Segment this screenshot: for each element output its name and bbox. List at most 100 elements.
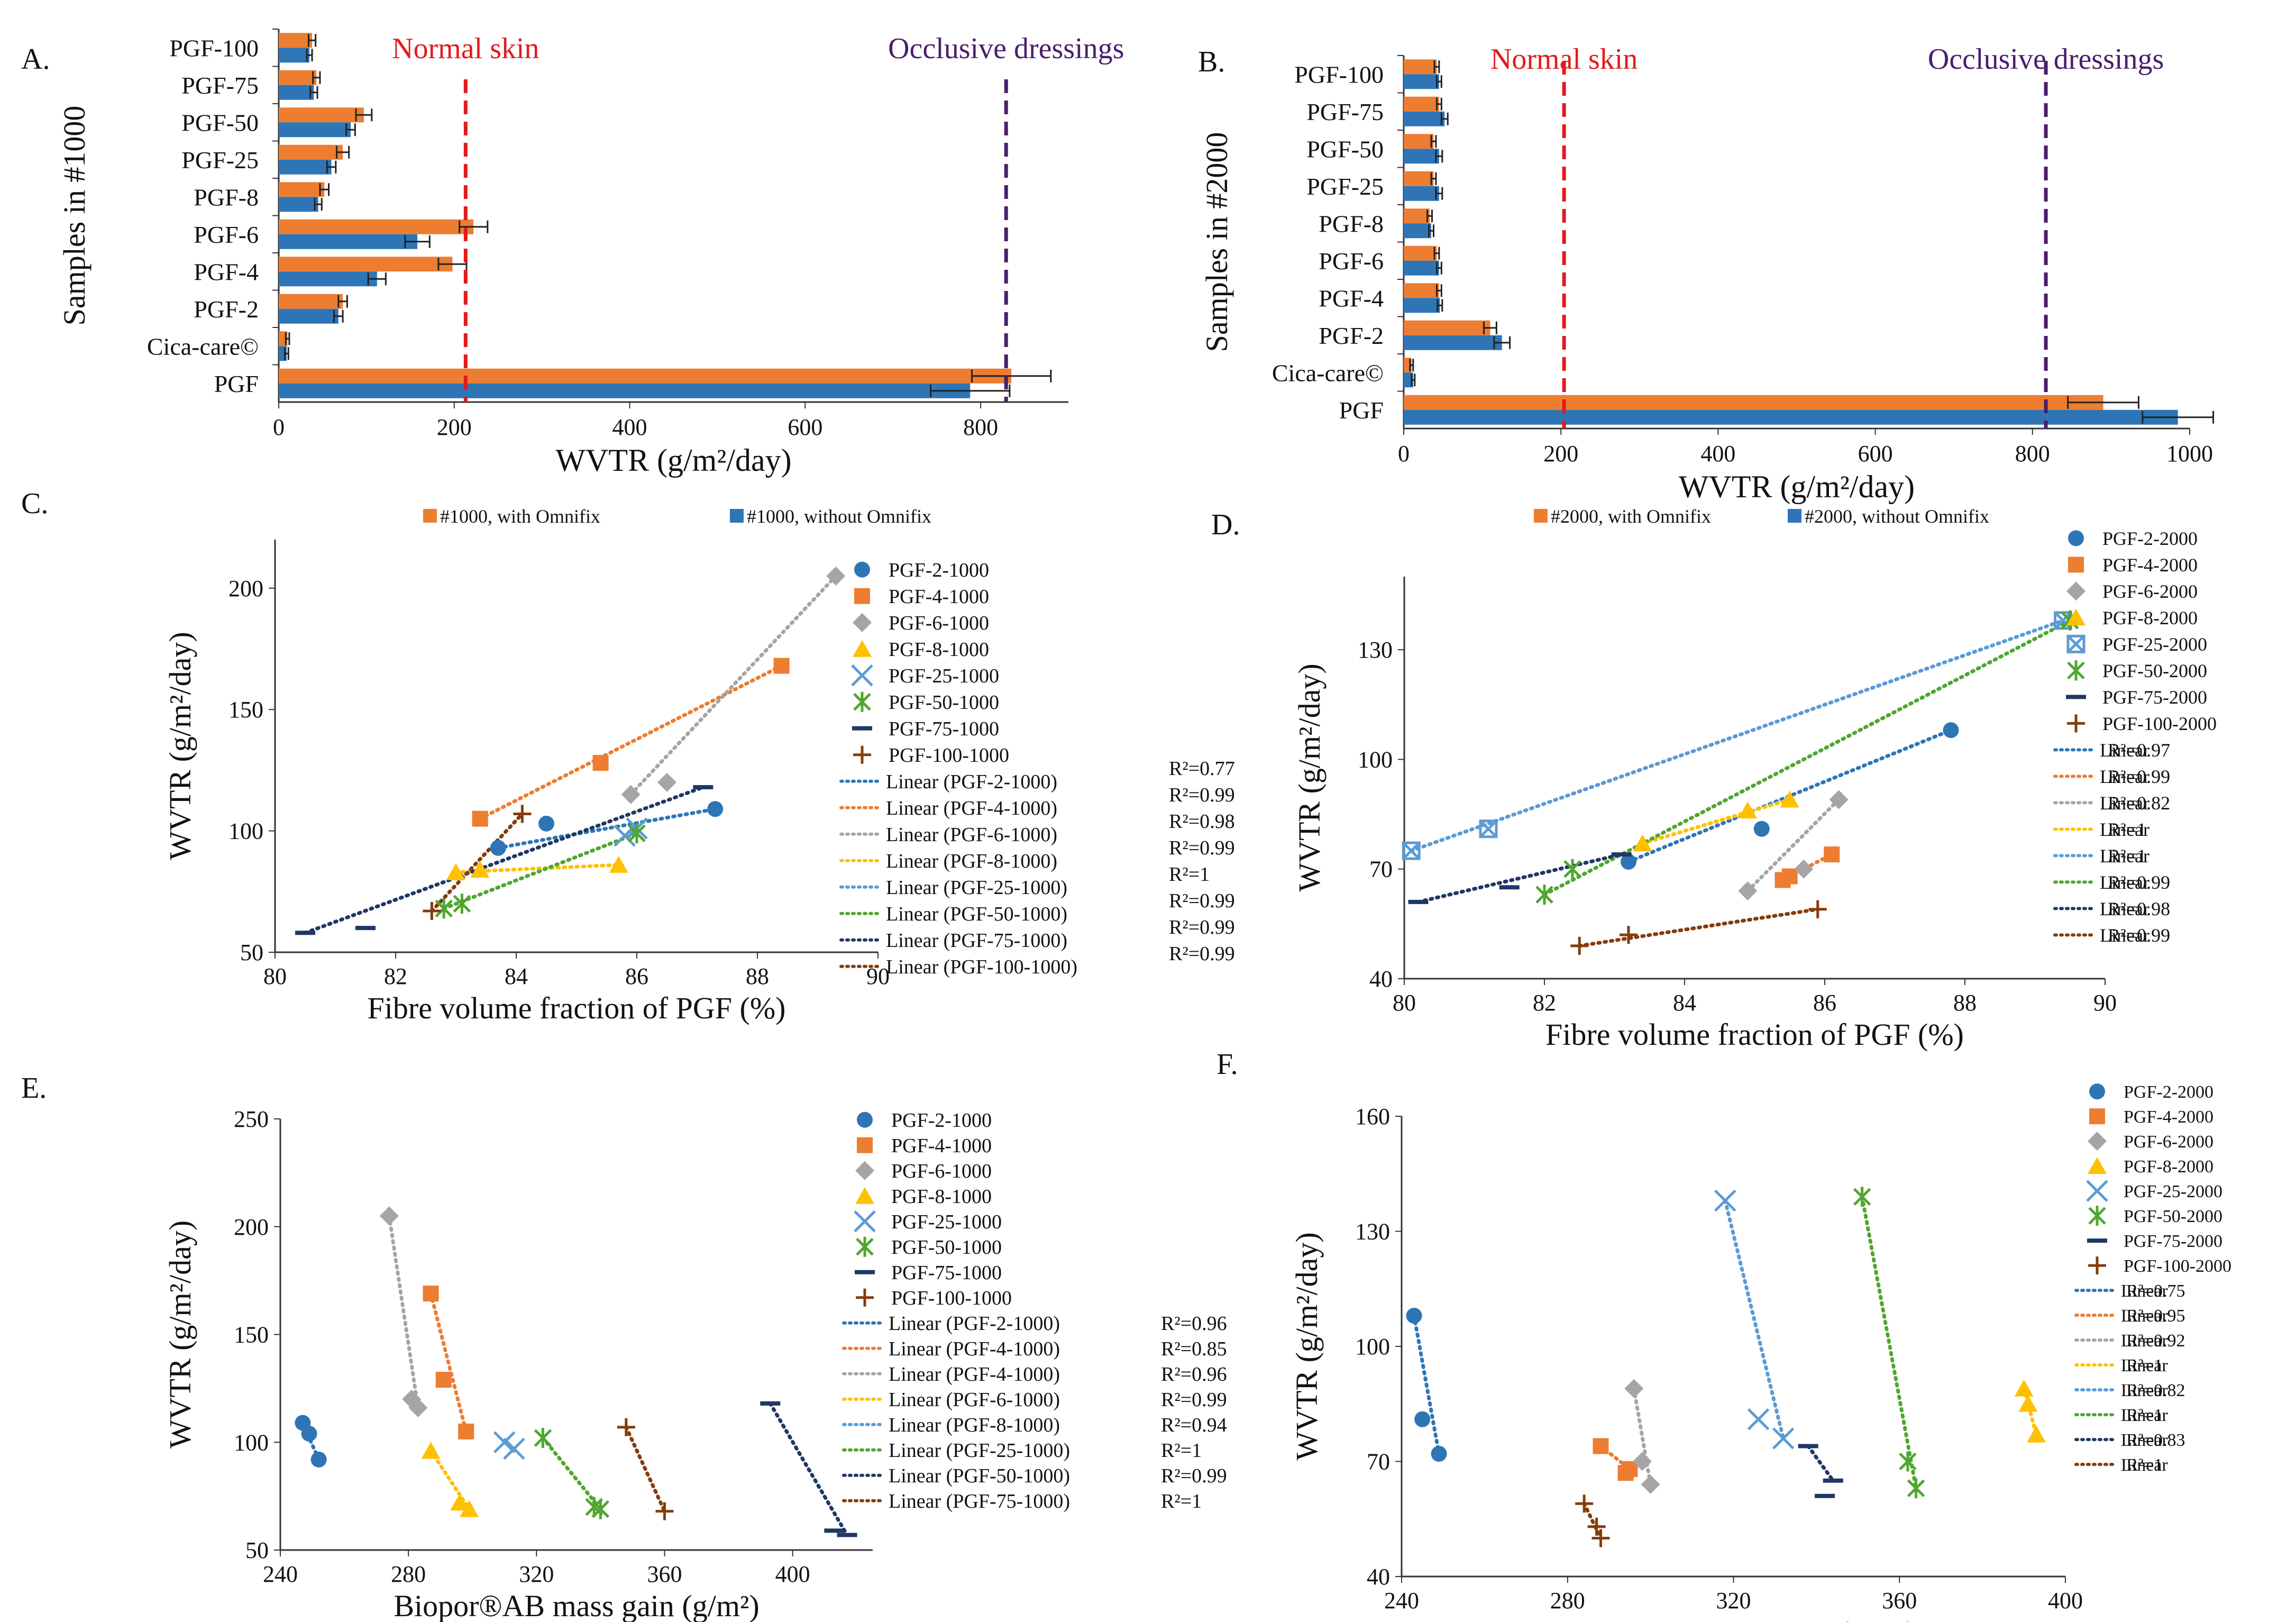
y-tick-label: 150 bbox=[228, 697, 263, 723]
x-tick-label: 82 bbox=[384, 963, 407, 989]
legend-trendline-label: Linear bbox=[2100, 898, 2149, 919]
legend-trendline-label: Linear (PGF-25-1000) bbox=[889, 1439, 1070, 1462]
error-bar bbox=[1483, 321, 1497, 334]
y-tick-label: 130 bbox=[1355, 1219, 1390, 1245]
legend-trendline-r2: R²=0.99 bbox=[1161, 1389, 1227, 1411]
x-tick-label: 800 bbox=[2015, 441, 2050, 467]
y-axis-title: WVTR (g/m²/day) bbox=[163, 1220, 197, 1448]
y-tick-label: 40 bbox=[1367, 1564, 1390, 1590]
legend-swatch-2000-without-omnifix bbox=[1788, 509, 1801, 523]
point-pgf-100-1000 bbox=[655, 1502, 674, 1520]
y-tick-label: 200 bbox=[228, 576, 263, 602]
point-pgf-2-2000 bbox=[1753, 821, 1770, 837]
bar-2000-without-omnifix bbox=[1404, 111, 1445, 126]
y-axis-title: WVTR (g/m²/day) bbox=[1289, 1232, 1324, 1460]
legend-label-pgf-50-1000: PGF-50-1000 bbox=[891, 1236, 1002, 1259]
point-pgf-75-2000 bbox=[1611, 852, 1632, 857]
y-axis-title: Samples in #2000 bbox=[1200, 132, 1234, 352]
trendline-pgf-4-1000 bbox=[478, 664, 784, 821]
legend-label-pgf-4-1000: PGF-4-1000 bbox=[891, 1135, 992, 1157]
legend-trendline-label: Linear bbox=[2100, 766, 2149, 787]
y-tick-label: 50 bbox=[240, 940, 263, 965]
legend-label-pgf-75-2000: PGF-75-2000 bbox=[2102, 687, 2207, 708]
panel-e: E. 240 280 320 360 400 50 100 150 200 250 Biopor®AB… bbox=[21, 1072, 1227, 1622]
y-tick-label: 100 bbox=[1355, 1334, 1390, 1360]
category-label: PGF-25 bbox=[1306, 173, 1384, 200]
point-pgf-50-1000 bbox=[534, 1428, 552, 1448]
point-pgf-8-2000 bbox=[2014, 1379, 2034, 1397]
legend-marker-pgf-2-1000 bbox=[857, 1111, 873, 1128]
point-pgf-75-1000 bbox=[295, 931, 315, 935]
legend-label-pgf-4-2000: PGF-4-2000 bbox=[2124, 1107, 2213, 1127]
point-pgf-6-1000 bbox=[621, 785, 641, 804]
point-pgf-8-1000 bbox=[470, 861, 490, 878]
point-pgf-75-2000 bbox=[1823, 1478, 1843, 1483]
bar-1000-without-omnifix bbox=[279, 234, 418, 249]
legend-marker-pgf-75-2000 bbox=[2087, 1238, 2107, 1243]
y-tick-label: 100 bbox=[1358, 746, 1393, 772]
x-tick-label: 400 bbox=[2048, 1588, 2083, 1614]
legend-trendline-r2: R²=0.99 bbox=[2108, 766, 2170, 787]
legend-marker-pgf-100-2000 bbox=[2088, 1256, 2106, 1275]
legend-marker-pgf-25-1000 bbox=[851, 664, 873, 687]
bar-2000-without-omnifix bbox=[1404, 298, 1440, 313]
trendline-pgf-2-1000 bbox=[496, 807, 717, 850]
y-tick-label: 100 bbox=[234, 1429, 269, 1455]
trendline-pgf-6-1000 bbox=[387, 1214, 420, 1410]
category-label: PGF-100 bbox=[1294, 61, 1384, 88]
legend-marker-pgf-8-2000 bbox=[2066, 608, 2085, 626]
point-pgf-8-1000 bbox=[421, 1442, 441, 1459]
y-tick-label: 50 bbox=[245, 1537, 269, 1563]
point-pgf-2-2000 bbox=[1406, 1308, 1422, 1324]
x-tick-label: 600 bbox=[788, 414, 822, 440]
legend-marker-pgf-25-2000 bbox=[2066, 634, 2085, 653]
point-pgf-8-2000 bbox=[1738, 801, 1758, 819]
legend-trendline-label: Linear bbox=[2100, 872, 2149, 893]
reference-label-normal-skin: Normal skin bbox=[1490, 43, 1638, 76]
legend-label-pgf-100-2000: PGF-100-2000 bbox=[2124, 1256, 2231, 1276]
bar-2000-without-omnifix bbox=[1404, 149, 1439, 164]
bar-2000-without-omnifix bbox=[1404, 74, 1439, 89]
legend-trendline-label: Linear bbox=[2121, 1406, 2168, 1425]
trendline-pgf-75-2000 bbox=[1806, 1444, 1835, 1483]
error-bar bbox=[307, 34, 317, 47]
point-pgf-8-1000 bbox=[609, 855, 628, 873]
point-pgf-8-2000 bbox=[1633, 834, 1652, 852]
legend-trendline-r2: R²=1 bbox=[2126, 1356, 2163, 1375]
legend-marker-pgf-6-2000 bbox=[2088, 1132, 2107, 1151]
legend-marker-pgf-2-1000 bbox=[854, 561, 870, 578]
legend-label-pgf-75-2000: PGF-75-2000 bbox=[2124, 1232, 2222, 1251]
legend-label-pgf-100-2000: PGF-100-2000 bbox=[2102, 713, 2217, 734]
x-axis-title: Fibre volume fraction of PGF (%) bbox=[368, 991, 786, 1025]
legend-marker-pgf-8-1000 bbox=[855, 1187, 874, 1204]
y-tick-label: 40 bbox=[1369, 966, 1393, 992]
error-bar bbox=[1435, 97, 1442, 111]
trendline-pgf-8-2000 bbox=[1641, 797, 1792, 845]
point-pgf-50-1000 bbox=[435, 898, 453, 919]
x-tick-label: 360 bbox=[647, 1561, 682, 1587]
error-bar bbox=[1440, 112, 1449, 125]
legend-trendline-label: Linear bbox=[2121, 1381, 2168, 1400]
trendline-pgf-25-2000 bbox=[1409, 618, 2065, 853]
legend-trendline-label: Linear (PGF-6-1000) bbox=[886, 824, 1057, 846]
x-tick-label: 240 bbox=[263, 1561, 298, 1587]
point-pgf-6-1000 bbox=[826, 566, 846, 586]
legend-trendline-label: Linear (PGF-6-1000) bbox=[889, 1389, 1060, 1411]
bar-1000-without-omnifix bbox=[279, 197, 318, 212]
point-pgf-75-2000 bbox=[1815, 1493, 1835, 1498]
point-pgf-4-2000 bbox=[1622, 1461, 1638, 1477]
point-pgf-25-1000 bbox=[503, 1437, 525, 1460]
legend-trendline-r2: R²=0.99 bbox=[1169, 890, 1235, 912]
trendline-pgf-75-1000 bbox=[303, 785, 705, 935]
legend-trendline-label: Linear bbox=[2100, 819, 2149, 840]
category-label: PGF-2 bbox=[1319, 322, 1384, 349]
bar-1000-with-omnifix bbox=[279, 257, 453, 272]
legend-trendline-label: Linear (PGF-4-1000) bbox=[889, 1363, 1060, 1386]
legend-trendline-label: Linear (PGF-2-1000) bbox=[886, 771, 1057, 793]
x-tick-label: 88 bbox=[1953, 990, 1977, 1016]
panel-d: D. 80 82 84 86 88 90 40 70 100 130 Fibre volume fra… bbox=[1211, 508, 2217, 1052]
legend-trendline-r2: R²=1 bbox=[1161, 1439, 1202, 1462]
legend-swatch-2000-with-omnifix bbox=[1534, 509, 1548, 523]
x-tick-label: 280 bbox=[1550, 1588, 1585, 1614]
